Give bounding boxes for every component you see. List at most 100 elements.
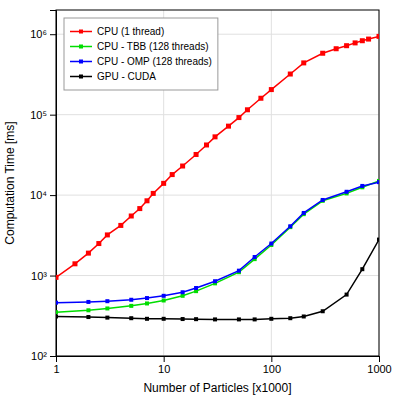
point [162,298,166,302]
point [237,317,241,321]
legend-label: GPU - CUDA [97,71,156,82]
point [321,309,325,313]
point [321,198,325,202]
x-grid-line [271,10,272,356]
y-tick-label: 10² [31,350,47,362]
point [129,304,133,308]
y-axis: 10² 10³ 10⁴ 10⁵ 10⁶ [30,11,56,363]
point [213,317,217,321]
point [56,310,58,314]
legend-marker [79,75,83,79]
y-tick: 10⁵ [30,109,56,121]
legend-label: CPU - TBB (128 threads) [97,41,209,52]
point [302,211,306,215]
x-tick-label: 1 [53,363,59,375]
point [245,107,250,112]
point [96,241,101,246]
x-tick: 100 [263,356,281,375]
point [137,206,142,211]
y-tick: 10³ [31,270,56,282]
point [213,134,218,139]
y-tick-mark [50,276,56,277]
y-tick-label: 10³ [31,270,47,282]
point [269,317,273,321]
point [321,199,325,203]
point [56,314,58,318]
point [144,198,149,203]
point [72,261,77,266]
point [129,213,134,218]
legend-label: CPU (1 thread) [97,26,164,37]
x-tick-label: 10 [158,363,170,375]
legend: CPU (1 thread)CPU - TBB (128 threads)CPU… [64,18,218,90]
point [236,115,241,120]
point [288,224,292,228]
point [301,60,306,65]
point [366,37,371,42]
point [360,267,364,271]
series-line [56,182,379,303]
y-tick-label: 10⁶ [30,28,47,40]
point [253,317,257,321]
point [56,301,58,305]
point [86,300,90,304]
y-tick-mark [50,356,56,357]
point [334,46,339,51]
legend-item: CPU - TBB (128 threads) [70,41,209,52]
x-axis: 1 10 100 1000 [53,356,391,375]
series [56,180,379,305]
point [105,316,109,320]
legend-box [64,18,218,90]
point [269,87,274,92]
y-tick: 10⁶ [30,28,56,40]
point [151,191,156,196]
point [105,306,109,310]
series-line [56,240,379,320]
chart: 1 10 100 1000 10² 10³ 10⁴ 10⁵ 10⁶ CPU (1 thread) C… [0,0,395,400]
point [129,316,133,320]
grid [56,10,379,356]
point [194,286,198,290]
series [56,238,379,322]
y-grid-line [56,275,379,276]
y-tick: 10² [31,350,56,362]
point [288,72,293,77]
y-tick-label: 10⁴ [30,189,47,201]
legend-item: CPU (1 thread) [70,26,164,37]
point [118,223,123,228]
y-tick-mark [50,195,56,196]
series [56,179,379,314]
point [162,294,166,298]
point [353,40,358,45]
x-tick: 1 [53,356,59,375]
point [86,315,90,319]
y-tick-label: 10⁵ [30,109,47,121]
point [226,124,231,129]
plot: 1 10 100 1000 10² 10³ 10⁴ 10⁵ 10⁶ CPU (1 thread) C… [30,10,392,375]
point [213,279,217,283]
point [145,296,149,300]
legend-item: GPU - CUDA [70,71,156,82]
point [145,301,149,305]
x-tick: 1000 [367,356,391,375]
y-tick: 10⁴ [30,189,56,201]
y-tick-mark [50,34,56,35]
x-tick-mark [164,356,165,362]
legend-marker [79,60,83,64]
point [161,181,166,186]
point [302,314,306,318]
point [269,242,273,246]
point [253,255,257,259]
point [181,317,185,321]
x-tick-label: 100 [263,363,281,375]
point [237,269,241,273]
point [345,293,349,297]
legend-marker [79,45,83,49]
point [145,317,149,321]
x-tick-mark [271,356,272,362]
point [194,317,198,321]
y-tick-mark [50,115,56,116]
point [170,172,175,177]
point [360,184,364,188]
point [204,142,209,147]
